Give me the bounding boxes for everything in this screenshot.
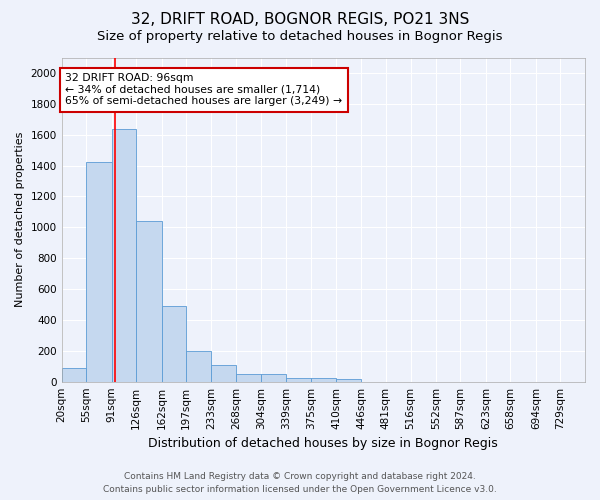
Bar (311, 378, 336, 382)
Bar (236, 374, 262, 382)
Bar (211, 364, 236, 382)
Bar (262, 374, 286, 382)
X-axis label: Distribution of detached houses by size in Bognor Regis: Distribution of detached houses by size … (148, 437, 498, 450)
Bar (336, 378, 361, 382)
Bar (112, 128, 136, 382)
Text: 32, DRIFT ROAD, BOGNOR REGIS, PO21 3NS: 32, DRIFT ROAD, BOGNOR REGIS, PO21 3NS (131, 12, 469, 28)
Bar (136, 221, 161, 382)
Bar (161, 306, 186, 382)
Text: 32 DRIFT ROAD: 96sqm
← 34% of detached houses are smaller (1,714)
65% of semi-de: 32 DRIFT ROAD: 96sqm ← 34% of detached h… (65, 73, 343, 106)
Text: Size of property relative to detached houses in Bognor Regis: Size of property relative to detached ho… (97, 30, 503, 43)
Bar (186, 351, 211, 382)
Bar (286, 378, 311, 382)
Bar (86, 162, 112, 382)
Bar (62, 368, 86, 382)
Text: Contains HM Land Registry data © Crown copyright and database right 2024.
Contai: Contains HM Land Registry data © Crown c… (103, 472, 497, 494)
Y-axis label: Number of detached properties: Number of detached properties (15, 132, 25, 308)
